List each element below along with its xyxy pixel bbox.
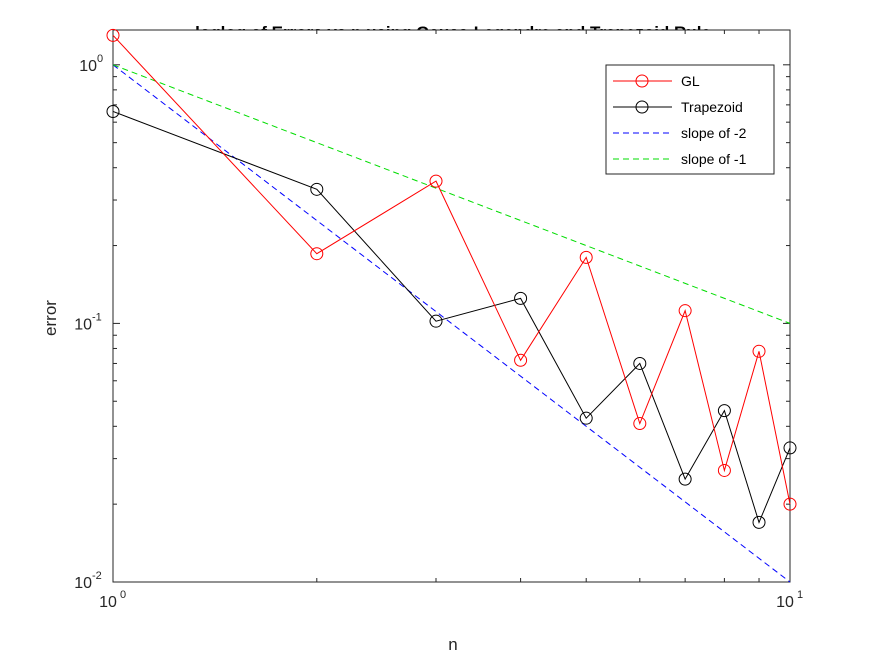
series-line — [112, 64, 791, 583]
data-point — [678, 472, 692, 486]
data-point — [429, 174, 443, 188]
legend-entry: slope of -2 — [613, 125, 747, 141]
data-point — [678, 304, 692, 318]
legend-entries: GL Trapezoid slope of -2 slope of -1 — [613, 73, 747, 167]
legend-label: slope of -2 — [681, 125, 747, 141]
data-point — [633, 356, 647, 370]
data-point — [752, 515, 766, 529]
data-point — [514, 353, 528, 367]
data-point — [579, 250, 593, 264]
data-point — [579, 411, 593, 425]
legend-entry: slope of -1 — [613, 151, 747, 167]
y-tick-label: 10 — [74, 316, 92, 333]
data-point — [783, 441, 797, 455]
x-tick-label: 10 — [776, 594, 794, 611]
x-tick-label-exponent: 1 — [797, 589, 803, 601]
legend: GL Trapezoid slope of -2 slope of -1 — [605, 64, 775, 175]
data-point — [514, 291, 528, 305]
data-point — [106, 104, 120, 118]
y-tick-label: 10 — [79, 58, 97, 75]
y-tick-label-exponent: -1 — [92, 311, 102, 323]
y-tick-label-exponent: 0 — [97, 53, 103, 65]
series-line — [112, 34, 791, 505]
legend-label: slope of -1 — [681, 151, 747, 167]
legend-marker — [635, 74, 649, 88]
data-point — [633, 417, 647, 431]
series-layer — [106, 28, 797, 583]
series-trapezoid — [106, 104, 797, 529]
legend-label: Trapezoid — [681, 99, 743, 115]
legend-entry: Trapezoid — [613, 99, 743, 115]
tick-labels: 10 0 10 110 -210 -110 0 — [74, 53, 803, 611]
legend-entry: GL — [613, 73, 700, 89]
y-tick-label-exponent: -2 — [92, 570, 102, 582]
tick-marks — [112, 30, 791, 583]
series-slope-of-1 — [112, 64, 791, 324]
y-axis-label: error — [41, 300, 60, 336]
series-slope-of-2 — [112, 64, 791, 583]
data-point — [310, 182, 324, 196]
data-point — [752, 344, 766, 358]
x-tick-label-exponent: 0 — [120, 589, 126, 601]
x-tick-label: 10 — [99, 594, 117, 611]
legend-box — [605, 64, 775, 175]
series-line — [112, 111, 791, 524]
series-line — [112, 64, 791, 324]
x-axis-label: n — [448, 635, 457, 654]
data-point — [310, 247, 324, 261]
series-gl — [106, 28, 797, 511]
data-point — [717, 404, 731, 418]
data-point — [717, 463, 731, 477]
data-point — [106, 28, 120, 42]
data-point — [429, 314, 443, 328]
legend-label: GL — [681, 73, 700, 89]
legend-marker — [635, 100, 649, 114]
data-point — [783, 497, 797, 511]
y-tick-label: 10 — [74, 575, 92, 592]
